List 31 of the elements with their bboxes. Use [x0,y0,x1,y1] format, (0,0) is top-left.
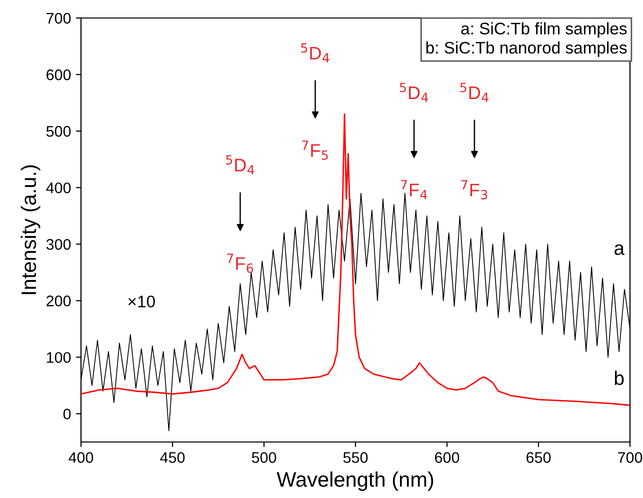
annotation: $^{7}$F$_{4}$ [401,180,428,200]
annotation: a: SiC:Tb film samples [461,22,627,38]
x-tick-label: 650 [526,452,551,463]
y-axis-title: Intensity (a.u.) [20,165,40,294]
annotation: ×10 [128,296,155,308]
y-tick-label: 100 [46,352,71,363]
line-series [81,113,630,406]
x-tick-label: 500 [252,452,276,463]
y-tick-label: 0 [63,408,71,420]
y-tick-label: 200 [46,296,71,306]
x-tick-label: 550 [343,452,368,463]
x-axis-title: Wavelength (nm) [276,472,434,491]
annotation: $^{5}$D$_{4}$ [226,155,254,174]
x-tick-label: 700 [618,452,642,463]
y-tick-label: 400 [46,182,71,194]
annotation: $^{5}$D$_{4}$ [301,43,330,62]
x-tick-label: 400 [68,452,94,463]
y-tick-label: 300 [46,239,71,250]
x-tick-label: 600 [435,452,460,463]
annotation: b: SiC:Tb nanorod samples [426,41,627,57]
annotation: $^{5}$D$_{4}$ [460,82,488,102]
annotation: $^{7}$F$_{3}$ [461,180,488,200]
y-tick-label: 600 [46,69,71,80]
annotation: $^{5}$D$_{4}$ [400,82,428,102]
y-tick-label: 700 [46,12,71,24]
series-label: b [614,370,624,386]
annotation: $^{7}$F$_{5}$ [302,140,328,160]
annotation: $^{7}$F$_{6}$ [227,254,254,273]
y-tick-label: 500 [46,126,71,137]
series-label: a [614,244,625,256]
x-tick-label: 450 [160,452,185,463]
